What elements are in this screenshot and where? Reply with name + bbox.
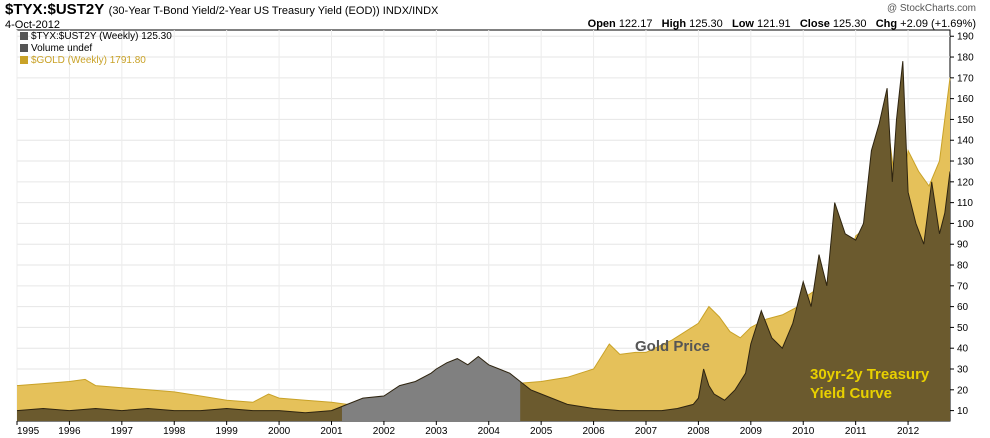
y-tick-label: 70 — [957, 281, 969, 292]
ohlc-label: Close — [799, 18, 833, 30]
chart-title: $TYX:$UST2Y (30-Year T-Bond Yield/2-Year… — [5, 1, 438, 19]
legend-text-ratio: $TYX:$UST2Y (Weekly) 125.30 — [31, 31, 172, 42]
ohlc-value: 122.17 — [618, 18, 662, 30]
x-tick-label: 1999 — [216, 426, 239, 437]
y-tick-label: 120 — [957, 177, 974, 188]
ohlc-value: +2.09 (+1.69%) — [900, 18, 976, 30]
x-tick-label: 1996 — [58, 426, 81, 437]
x-tick-label: 1997 — [111, 426, 134, 437]
x-tick-label: 2002 — [373, 426, 396, 437]
y-tick-label: 110 — [957, 198, 973, 209]
x-tick-label: 2010 — [792, 426, 815, 437]
y-tick-label: 40 — [957, 344, 969, 355]
ohlc-value: 125.30 — [832, 18, 876, 30]
legend: $TYX:$UST2Y (Weekly) 125.30 Volume undef… — [20, 31, 172, 67]
ohlc-label: High — [661, 18, 690, 30]
x-tick-label: 2004 — [478, 426, 501, 437]
gold-price-annotation: Gold Price — [635, 338, 710, 355]
legend-swatch-gold — [20, 56, 28, 64]
legend-entry-gold: $GOLD (Weekly) 1791.80 — [20, 55, 172, 67]
legend-entry-volume: Volume undef — [20, 43, 172, 55]
y-tick-label: 50 — [957, 323, 969, 334]
legend-text-gold: $GOLD (Weekly) 1791.80 — [31, 55, 146, 66]
ohlc-readout: Open 122.17 High 125.30 Low 121.91 Close… — [588, 18, 976, 30]
symbol: $TYX:$UST2Y — [5, 1, 105, 18]
x-tick-label: 2005 — [530, 426, 553, 437]
ohlc-value: 121.91 — [757, 18, 800, 30]
yield-curve-annotation-line2: Yield Curve — [810, 385, 892, 402]
x-tick-label: 2011 — [845, 426, 867, 437]
y-tick-label: 190 — [957, 32, 974, 43]
legend-entry-ratio: $TYX:$UST2Y (Weekly) 125.30 — [20, 31, 172, 43]
y-axis: 10 20 30 40 50 60 70 80 90 100 110 120 130 140 150 160 1… — [950, 32, 974, 417]
x-tick-label: 1995 — [17, 426, 40, 437]
y-tick-label: 10 — [957, 406, 969, 417]
ohlc-label: Chg — [875, 18, 901, 30]
y-tick-label: 130 — [957, 157, 974, 168]
legend-text-volume: Volume undef — [31, 43, 93, 54]
x-tick-label: 2007 — [635, 426, 658, 437]
y-tick-label: 30 — [957, 365, 969, 376]
x-tick-label: 2000 — [268, 426, 291, 437]
x-tick-label: 2006 — [582, 426, 605, 437]
x-tick-label: 2009 — [740, 426, 763, 437]
y-tick-label: 180 — [957, 53, 974, 64]
series-layer — [16, 61, 951, 422]
x-tick-label: 2008 — [687, 426, 710, 437]
y-tick-label: 90 — [957, 240, 969, 251]
x-tick-label: 1998 — [163, 426, 186, 437]
ohlc-value: 125.30 — [689, 18, 732, 30]
ohlc-label: Low — [731, 18, 758, 30]
gold-price-area — [17, 77, 950, 422]
x-tick-label: 2003 — [425, 426, 448, 437]
x-tick-label: 2012 — [897, 426, 920, 437]
yield-curve-area-gray-band — [341, 356, 521, 421]
y-tick-label: 20 — [957, 385, 969, 396]
y-tick-label: 170 — [957, 73, 974, 84]
legend-swatch-volume — [20, 44, 28, 52]
chart-date: 4-Oct-2012 — [5, 19, 61, 31]
y-tick-label: 80 — [957, 261, 969, 272]
x-axis: 1995 1996 1997 1998 1999 2000 2001 2002 2003 2004… — [16, 421, 920, 437]
y-tick-label: 60 — [957, 302, 969, 313]
y-tick-label: 100 — [957, 219, 974, 230]
y-tick-label: 160 — [957, 94, 974, 105]
x-tick-label: 2001 — [320, 426, 343, 437]
yield-curve-line — [16, 61, 951, 414]
stockcharts-brand: @ StockCharts.com — [886, 3, 976, 14]
yield-curve-annotation-line1: 30yr-2y Treasury — [810, 366, 930, 383]
y-tick-label: 150 — [957, 115, 974, 126]
yield-curve-area — [17, 61, 950, 421]
symbol-description: (30-Year T-Bond Yield/2-Year US Treasury… — [108, 5, 439, 17]
legend-swatch-ratio — [20, 32, 28, 40]
y-tick-label: 140 — [957, 136, 974, 147]
ohlc-label: Open — [587, 18, 619, 30]
